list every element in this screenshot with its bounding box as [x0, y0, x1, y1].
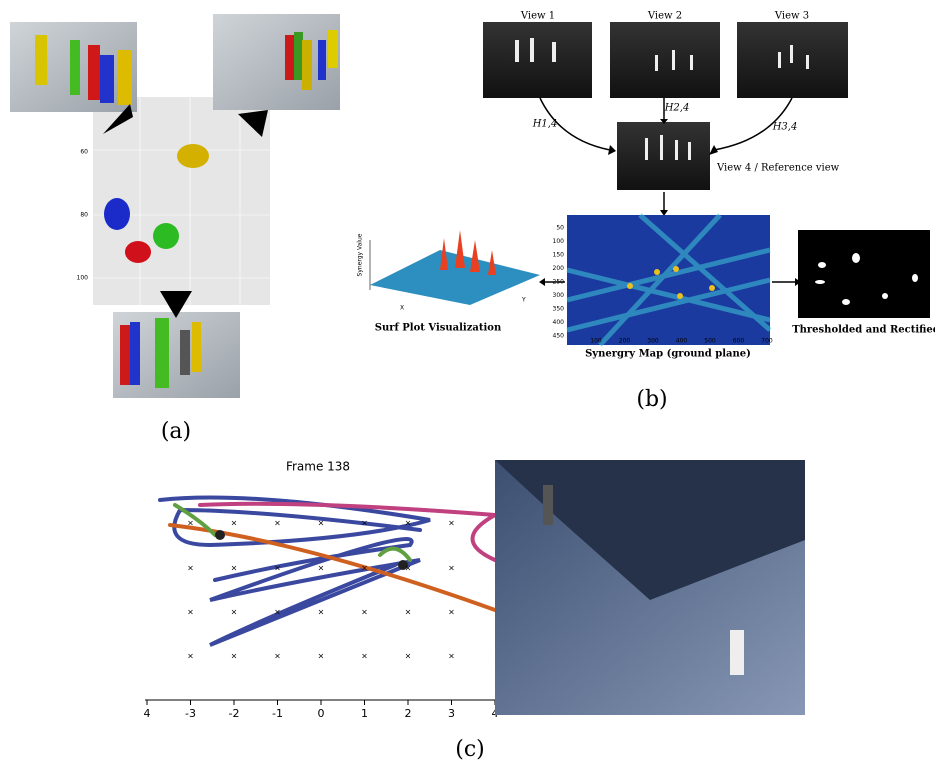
person	[730, 630, 744, 675]
panel-label: (a)	[161, 419, 191, 444]
surf-caption: Surf Plot Visualization	[375, 323, 502, 334]
map-x-tick-label: 400	[676, 338, 688, 345]
frame-title: Frame 138	[286, 460, 350, 474]
panel-b: View 1 View 2 View 3 H1,4 H2,4 H3,4 View…	[357, 11, 935, 413]
surf-axis-label: X	[400, 305, 404, 312]
x-tick-label: 2	[405, 707, 412, 720]
x-tick-label: 3	[448, 707, 455, 720]
y-tick-label: 60	[80, 149, 88, 156]
blue-blob	[104, 198, 130, 230]
view-label: View 1	[520, 11, 555, 22]
map-y-tick-label: 50	[556, 225, 564, 232]
map-y-tick-label: 250	[553, 279, 565, 286]
homography-label: H3,4	[772, 122, 798, 133]
map-caption: Synergry Map (ground plane)	[585, 349, 751, 360]
panel-label: (c)	[455, 737, 485, 762]
map-y-tick-label: 300	[553, 292, 565, 299]
ground-marker: ×	[274, 564, 281, 573]
ground-marker: ×	[274, 652, 281, 661]
ground-marker: ×	[448, 608, 455, 617]
ground-marker: ×	[274, 519, 281, 528]
thresholded-image	[798, 230, 930, 318]
reference-label: View 4 / Reference view	[716, 163, 840, 174]
yellow-blob	[177, 144, 209, 168]
x-tick-label: 0	[318, 707, 325, 720]
person	[543, 485, 553, 525]
map-x-tick-label: 700	[761, 338, 773, 345]
figure: 60 80 100 (a) View 1 View 2 View 3	[0, 0, 935, 765]
x-tick-label: 4	[144, 707, 151, 720]
map-x-tick-label: 300	[647, 338, 659, 345]
map-y-tick-label: 200	[553, 265, 565, 272]
ground-marker: ×	[361, 519, 368, 528]
ground-marker: ×	[405, 564, 412, 573]
map-x-tick-label: 200	[619, 338, 631, 345]
x-ticks: 4-3-2-101234	[144, 700, 499, 720]
green-blob	[153, 223, 179, 249]
y-tick-label: 100	[77, 275, 89, 282]
ground-marker: ×	[274, 608, 281, 617]
ground-marker: ×	[448, 652, 455, 661]
map-x-tick-label: 600	[733, 338, 745, 345]
map-x-tick-label: 100	[590, 338, 602, 345]
map-y-tick-label: 450	[553, 333, 565, 340]
reference-view-image	[617, 122, 710, 190]
threshold-caption: Thresholded and Rectified	[792, 325, 935, 336]
ground-marker: ×	[318, 519, 325, 528]
ground-marker: ×	[187, 564, 194, 573]
homography-label: H1,4	[532, 119, 558, 130]
ground-marker: ×	[187, 608, 194, 617]
ground-marker: ×	[187, 652, 194, 661]
surf-zlabel: Synergy Value	[357, 233, 364, 276]
map-y-tick-label: 150	[553, 252, 565, 259]
ground-marker: ×	[318, 564, 325, 573]
red-blob	[125, 241, 151, 263]
ground-marker: ×	[405, 608, 412, 617]
ground-marker: ×	[448, 564, 455, 573]
panel-label: (b)	[636, 387, 667, 412]
ground-marker: ×	[231, 652, 238, 661]
panel-c: Frame 138 × × × × × × × × × × × × × × × × × × × × × × × × × × × × 4…	[144, 460, 806, 763]
map-y-ticks: 50 100 150 200 250 300 350 400 450	[553, 225, 565, 340]
ground-marker: ×	[448, 519, 455, 528]
map-x-tick-label: 500	[704, 338, 716, 345]
map-y-tick-label: 400	[553, 319, 565, 326]
x-tick-label: -2	[229, 707, 240, 720]
ground-marker: ×	[405, 652, 412, 661]
x-tick-label: -3	[185, 707, 196, 720]
surf-plot	[370, 250, 540, 305]
ground-marker: ×	[361, 564, 368, 573]
y-tick-label: 80	[80, 212, 88, 219]
person-position	[215, 530, 225, 540]
surf-axis-label: Y	[521, 297, 526, 304]
ground-marker: ×	[231, 608, 238, 617]
ground-marker: ×	[187, 519, 194, 528]
view-label: View 3	[774, 11, 809, 22]
map-y-tick-label: 350	[553, 306, 565, 313]
trajectories	[160, 498, 495, 646]
ground-marker: ×	[231, 519, 238, 528]
view-image	[483, 22, 592, 98]
x-tick-label: 1	[361, 707, 368, 720]
ground-marker: ×	[361, 608, 368, 617]
ground-marker: ×	[361, 652, 368, 661]
map-y-tick-label: 100	[553, 238, 565, 245]
panel-a: 60 80 100 (a)	[10, 14, 340, 444]
ground-marker: ×	[405, 519, 412, 528]
ground-marker: ×	[318, 608, 325, 617]
view-image	[610, 22, 720, 98]
ground-marker: ×	[318, 652, 325, 661]
ground-marker: ×	[231, 564, 238, 573]
x-tick-label: -1	[272, 707, 283, 720]
view-label: View 2	[647, 11, 682, 22]
homography-label: H2,4	[664, 103, 690, 114]
